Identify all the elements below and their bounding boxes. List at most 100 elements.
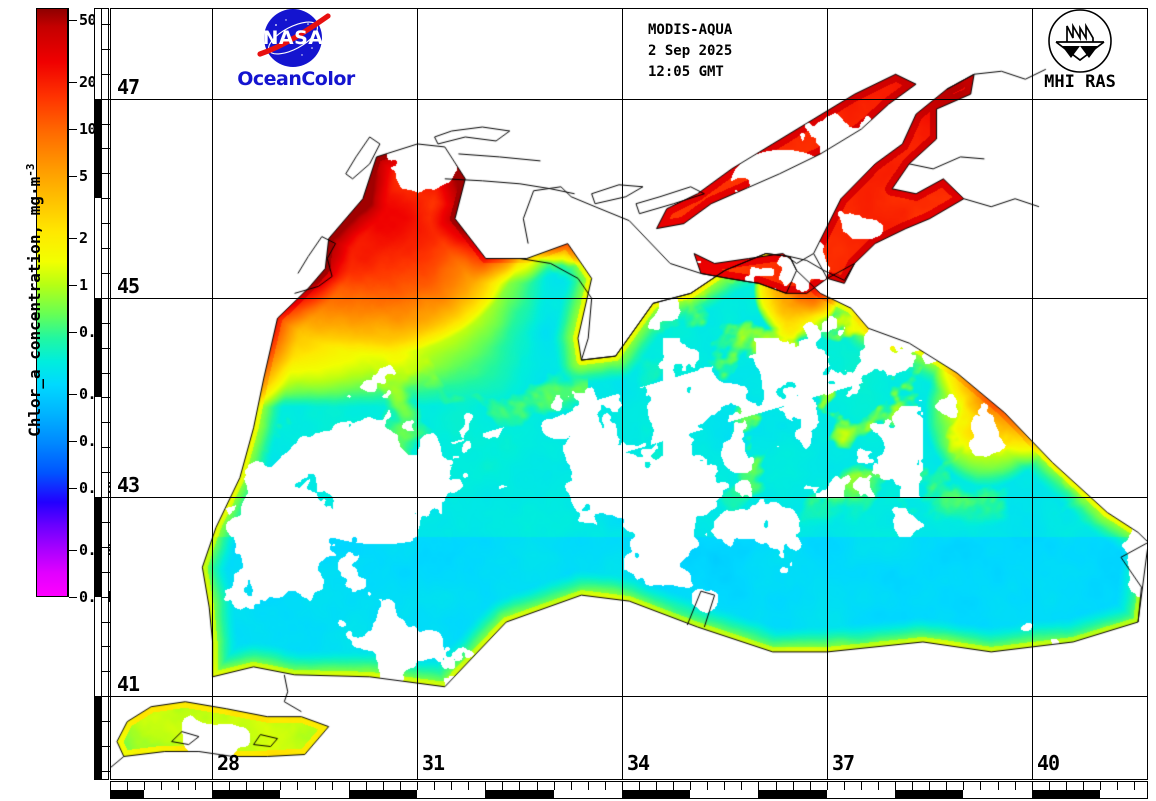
- latitude-minor-tick: [102, 123, 110, 125]
- latitude-minor-tick: [102, 497, 110, 499]
- longitude-minor-tick: [1134, 782, 1136, 790]
- latitude-minor-tick: [102, 596, 110, 598]
- longitude-minor-tick: [792, 782, 794, 790]
- longitude-degree-block: [348, 790, 417, 798]
- longitude-minor-tick: [229, 782, 231, 790]
- longitude-minor-tick: [365, 782, 367, 790]
- gridline-longitude: [827, 9, 828, 779]
- longitude-degree-block: [621, 790, 691, 798]
- latitude-label: 41: [117, 672, 140, 696]
- longitude-minor-tick: [1014, 782, 1016, 790]
- longitude-minor-tick: [485, 782, 487, 790]
- longitude-minor-tick: [929, 782, 931, 790]
- longitude-minor-tick: [1031, 782, 1033, 790]
- latitude-minor-tick: [102, 696, 110, 698]
- longitude-minor-tick: [690, 782, 692, 790]
- longitude-minor-tick: [1048, 782, 1050, 790]
- colorbar-tick: [69, 488, 77, 490]
- svg-text:NASA: NASA: [263, 27, 324, 49]
- colorbar-title-exponent: -3: [23, 163, 37, 177]
- longitude-degree-block: [485, 790, 554, 798]
- gridline-latitude: [111, 696, 1147, 697]
- longitude-minor-tick: [638, 782, 640, 790]
- colorbar-tick: [69, 441, 77, 443]
- longitude-degree-block: [212, 790, 281, 798]
- gridline-latitude: [111, 298, 1147, 299]
- latitude-minor-tick: [102, 23, 110, 25]
- longitude-label: 34: [627, 751, 650, 775]
- longitude-minor-tick: [1082, 782, 1084, 790]
- latitude-minor-tick: [102, 372, 110, 374]
- longitude-minor-tick: [673, 782, 675, 790]
- colorbar-tick: [69, 394, 77, 396]
- latitude-minor-tick: [102, 422, 110, 424]
- latitude-minor-tick: [102, 48, 110, 50]
- latitude-minor-tick: [102, 98, 110, 100]
- longitude-minor-tick: [843, 782, 845, 790]
- latitude-label: 43: [117, 473, 140, 497]
- longitude-minor-tick: [195, 782, 196, 790]
- colorbar-axis-line: [68, 8, 69, 597]
- colorbar-tick: [69, 20, 77, 22]
- longitude-minor-tick: [707, 782, 709, 790]
- longitude-minor-tick: [502, 782, 504, 790]
- latitude-minor-tick: [102, 173, 110, 175]
- longitude-minor-tick: [297, 782, 299, 790]
- latitude-minor-tick: [102, 272, 110, 274]
- chlorophyll-raster: [111, 9, 1147, 779]
- longitude-minor-tick: [1099, 782, 1101, 790]
- longitude-minor-tick: [963, 782, 965, 790]
- longitude-minor-tick: [160, 782, 162, 790]
- longitude-minor-tick: [826, 782, 828, 790]
- longitude-minor-tick: [519, 782, 521, 790]
- gridline-longitude: [212, 9, 213, 779]
- colorbar-tick: [69, 332, 77, 334]
- colorbar-tick: [69, 550, 77, 552]
- latitude-minor-tick: [102, 472, 110, 474]
- longitude-minor-tick: [246, 782, 248, 790]
- oceancolor-label: OceanColor: [237, 68, 355, 90]
- longitude-degree-block: [758, 790, 827, 798]
- longitude-minor-tick: [399, 782, 401, 790]
- longitude-minor-tick: [348, 782, 350, 790]
- longitude-minor-tick: [382, 782, 384, 790]
- colorbar-tick-label: 10: [79, 120, 97, 139]
- longitude-minor-tick: [809, 782, 811, 790]
- gridline-longitude: [1032, 9, 1033, 779]
- longitude-minor-tick: [212, 782, 214, 790]
- longitude-minor-tick: [621, 782, 623, 790]
- longitude-minor-tick: [126, 782, 128, 790]
- longitude-minor-tick: [758, 782, 760, 790]
- longitude-minor-tick: [177, 782, 179, 790]
- colorbar-tick: [69, 176, 77, 178]
- longitude-minor-tick: [451, 782, 453, 790]
- longitude-degree-block: [895, 790, 964, 798]
- longitude-minor-tick: [775, 782, 777, 790]
- latitude-minor-tick-bar: [101, 8, 110, 780]
- latitude-minor-tick: [102, 347, 110, 349]
- mhi-emblem-icon: [1048, 9, 1112, 73]
- latitude-minor-tick: [102, 721, 110, 723]
- sensor-name: MODIS-AQUA: [648, 22, 733, 38]
- longitude-minor-tick: [280, 782, 282, 790]
- acquisition-date: 2 Sep 2025: [648, 43, 733, 59]
- longitude-minor-tick: [536, 782, 538, 790]
- longitude-minor-tick: [570, 782, 572, 790]
- institute-label: MHI RAS: [1044, 72, 1116, 92]
- longitude-minor-tick: [912, 782, 914, 790]
- nasa-oceancolor-logo: NASA OceanColor: [236, 8, 356, 94]
- longitude-minor-tick: [724, 782, 726, 790]
- nasa-meatball-icon: NASA: [257, 9, 331, 67]
- longitude-minor-tick: [741, 782, 743, 790]
- mhi-ras-logo: MHI RAS: [1020, 8, 1140, 96]
- longitude-degree-block: [111, 790, 144, 798]
- colorbar-gradient: [36, 8, 68, 597]
- longitude-minor-tick: [980, 782, 982, 790]
- latitude-minor-tick: [102, 322, 110, 324]
- longitude-minor-tick: [416, 782, 418, 790]
- longitude-minor-tick: [1065, 782, 1067, 790]
- colorbar-tick-label: 5: [79, 167, 88, 186]
- gridline-longitude: [622, 9, 623, 779]
- latitude-minor-tick: [102, 621, 110, 623]
